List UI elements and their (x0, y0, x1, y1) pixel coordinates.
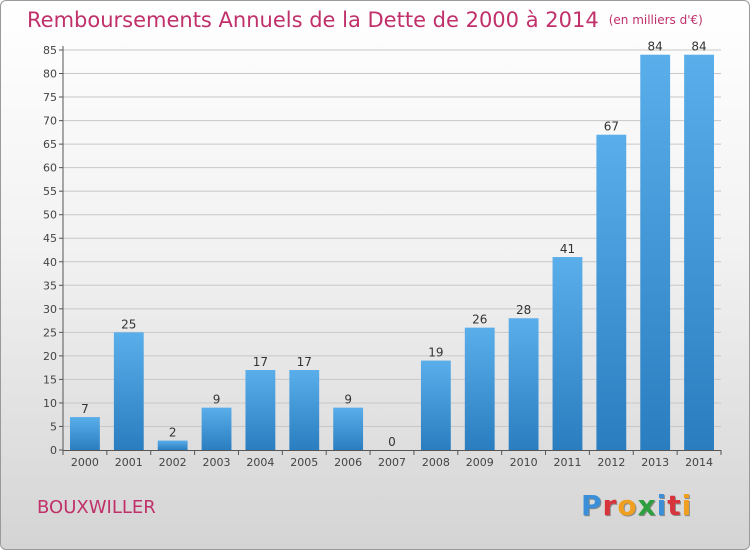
y-tick-label: 45 (43, 232, 57, 245)
y-tick-label: 35 (43, 279, 57, 292)
bars (70, 54, 714, 451)
x-tick-label-2004: 2004 (246, 456, 274, 469)
x-tick-label-2005: 2005 (290, 456, 318, 469)
y-tick-label: 0 (50, 444, 57, 457)
x-tick-label-2006: 2006 (334, 456, 362, 469)
x-tick-label-2012: 2012 (597, 456, 625, 469)
y-tick-label: 60 (43, 162, 57, 175)
y-tick-label: 70 (43, 115, 57, 128)
x-tick-label-2002: 2002 (159, 456, 187, 469)
y-tick-label: 50 (43, 209, 57, 222)
logo-letter: o (617, 489, 638, 522)
bar-2012 (596, 134, 627, 451)
y-tick-label: 15 (43, 373, 57, 386)
logo-letter: i (681, 489, 693, 522)
bar-2002 (157, 440, 188, 450)
x-tick-label-2010: 2010 (510, 456, 538, 469)
logo-letter: r (602, 489, 618, 522)
y-tick-label: 30 (43, 303, 57, 316)
value-label-2005: 17 (297, 355, 312, 369)
value-label-2002: 2 (169, 426, 177, 440)
value-label-2004: 17 (253, 355, 268, 369)
logo-letter: t (667, 489, 682, 522)
chart-subtitle: (en milliers d'€) (608, 13, 703, 27)
x-tick-label-2013: 2013 (641, 456, 669, 469)
x-tick-label-2003: 2003 (203, 456, 231, 469)
bar-2006 (333, 407, 364, 450)
y-tick-label: 10 (43, 397, 57, 410)
bar-2011 (552, 257, 583, 450)
bar-2000 (70, 417, 100, 450)
logo-letter: i (656, 489, 668, 522)
value-label-2013: 84 (648, 40, 663, 54)
logo-letter: x (637, 489, 657, 522)
bar-2005 (289, 370, 320, 450)
value-label-2011: 41 (560, 242, 575, 256)
chart-title: Remboursements Annuels de la Dette de 20… (27, 8, 703, 32)
x-tick-label-2001: 2001 (115, 456, 143, 469)
x-tick-label-2000: 2000 (71, 456, 99, 469)
value-label-2000: 7 (81, 402, 89, 416)
value-label-2006: 9 (344, 393, 352, 407)
x-tick-label-2008: 2008 (422, 456, 450, 469)
value-label-2009: 26 (472, 313, 487, 327)
chart-title-text: Remboursements Annuels de la Dette de 20… (27, 8, 599, 32)
y-tick-label: 85 (43, 44, 57, 57)
bar-2009 (464, 327, 495, 450)
y-tick-label: 40 (43, 256, 57, 269)
value-label-2001: 25 (121, 317, 136, 331)
bar-2014 (684, 54, 714, 451)
value-labels: 7 25 2 9 17 17 9 0 19 26 28 41 67 84 84 (81, 40, 707, 449)
y-tick-label: 55 (43, 185, 57, 198)
city-name: BOUXWILLER (37, 497, 156, 518)
y-tick-label: 80 (43, 68, 57, 81)
y-tick-label: 20 (43, 350, 57, 363)
value-label-2010: 28 (516, 303, 531, 317)
value-label-2003: 9 (213, 393, 221, 407)
x-tick-label-2009: 2009 (466, 456, 494, 469)
value-label-2012: 67 (604, 120, 619, 134)
x-tick-label-2011: 2011 (553, 456, 581, 469)
bar-2004 (245, 370, 276, 450)
logo-letter: P (581, 489, 603, 522)
bar-2008 (420, 360, 451, 450)
bar-2010 (508, 318, 539, 450)
y-tick-label: 65 (43, 138, 57, 151)
y-tick-label: 5 (50, 420, 57, 433)
proxiti-logo: Proxiti (581, 489, 692, 522)
x-tick-label-2007: 2007 (378, 456, 406, 469)
y-tick-label: 25 (43, 326, 57, 339)
bar-2003 (201, 407, 232, 450)
value-label-2008: 19 (428, 346, 443, 360)
x-tick-label-2014: 2014 (685, 456, 713, 469)
value-label-2007: 0 (388, 435, 396, 449)
bar-2001 (113, 332, 144, 450)
bar-2013 (640, 54, 671, 451)
value-label-2014: 84 (691, 40, 706, 54)
y-tick-label: 75 (43, 91, 57, 104)
